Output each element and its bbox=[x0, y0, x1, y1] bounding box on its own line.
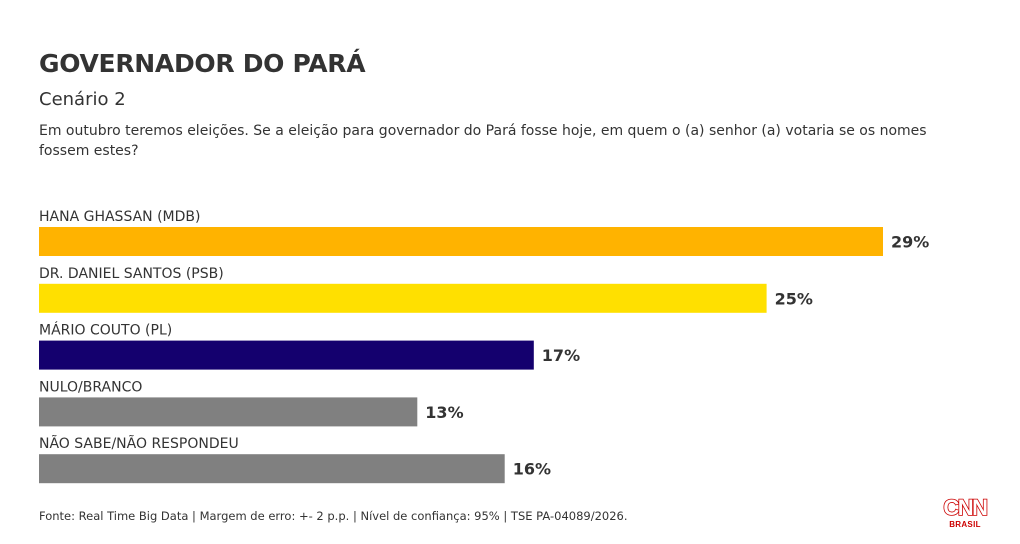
bar bbox=[39, 397, 418, 427]
bar-group: MÁRIO COUTO (PL) 17% bbox=[39, 322, 580, 370]
value-label: 25% bbox=[775, 289, 813, 308]
category-label: DR. DANIEL SANTOS (PSB) bbox=[39, 266, 224, 282]
value-label: 13% bbox=[425, 403, 463, 422]
category-label: HANA GHASSAN (MDB) bbox=[39, 209, 200, 225]
value-label: 17% bbox=[542, 346, 580, 365]
survey-question: Em outubro teremos eleições. Se a eleiçã… bbox=[39, 123, 927, 159]
category-label: NULO/BRANCO bbox=[39, 379, 142, 395]
value-label: 16% bbox=[513, 460, 551, 479]
bar-group: DR. DANIEL SANTOS (PSB) 25% bbox=[39, 266, 813, 313]
cnn-logo-subtext: BRASIL bbox=[949, 520, 981, 529]
chart-subtitle: Cenário 2 bbox=[39, 89, 126, 110]
source-footnote: Fonte: Real Time Big Data | Margem de er… bbox=[39, 509, 628, 523]
cnn-logo-text: CNN bbox=[943, 495, 989, 520]
category-label: MÁRIO COUTO (PL) bbox=[39, 322, 172, 339]
bar-chart: HANA GHASSAN (MDB) 29% DR. DANIEL SANTOS (… bbox=[39, 209, 929, 484]
cnn-brasil-logo: CNN BRASIL bbox=[938, 495, 992, 533]
category-label: NÃO SABE/NÃO RESPONDEU bbox=[39, 435, 239, 452]
bar-group: NULO/BRANCO 13% bbox=[39, 379, 464, 427]
bar bbox=[39, 283, 767, 313]
value-label: 29% bbox=[891, 233, 929, 252]
bar-group: HANA GHASSAN (MDB) 29% bbox=[39, 209, 929, 256]
bar bbox=[39, 227, 883, 256]
bar bbox=[39, 454, 505, 484]
chart-title: GOVERNADOR DO PARÁ bbox=[39, 49, 366, 78]
bar-group: NÃO SABE/NÃO RESPONDEU 16% bbox=[39, 435, 551, 484]
bar bbox=[39, 340, 534, 370]
